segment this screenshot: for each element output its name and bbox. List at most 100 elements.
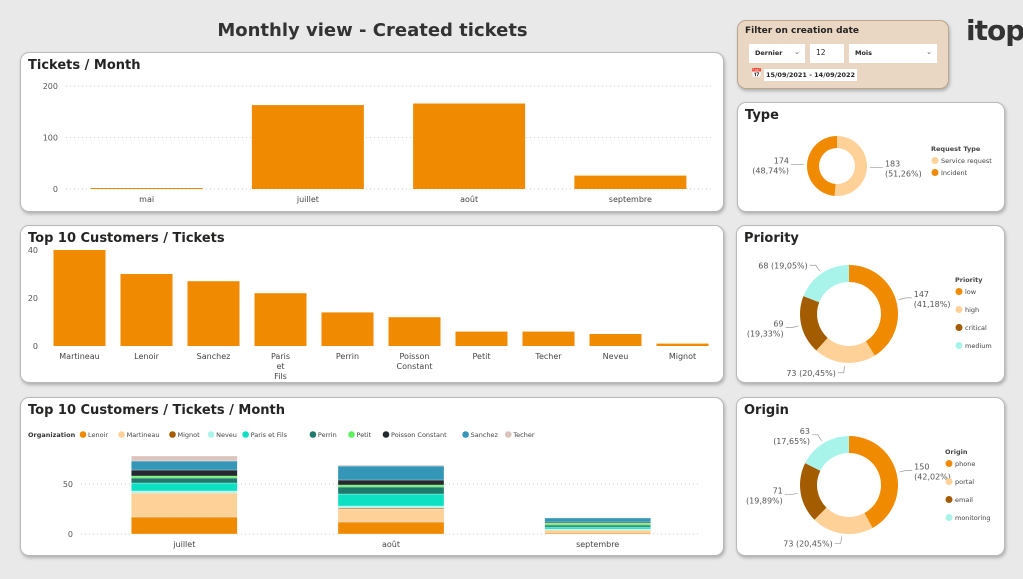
tickets-month-panel: Tickets / Month 0 100 200 mai juillet août sept… [20, 52, 724, 212]
x-tick-label: Sanchez [197, 352, 231, 361]
bar-segment-sanchez [544, 517, 651, 523]
x-tick-label: août [382, 540, 400, 549]
legend-marker [242, 431, 249, 438]
data-label: 69 [773, 320, 783, 329]
x-tick-label: juillet [296, 195, 319, 204]
leader-line [811, 434, 822, 441]
x-tick-label: septembre [576, 540, 619, 549]
bar-segment-poisson-constant [337, 479, 445, 486]
bar-segment-poisson-constant [544, 521, 651, 524]
bar-martineau [53, 250, 106, 346]
bar-segment-neveu [544, 528, 651, 531]
tickets-month-chart: 0 100 200 mai juillet août septembre [43, 82, 711, 204]
calendar-icon[interactable]: 📅 [751, 69, 763, 79]
legend-marker [945, 460, 953, 467]
bar-segment-petit [544, 522, 651, 526]
bar-juillet [251, 105, 364, 189]
slice-email [800, 463, 827, 520]
type-chart: 183(51,26%) 174(48,74%) Request Type Servic… [752, 136, 992, 196]
top10-month-panel: Top 10 Customers / Tickets / Month Organi… [20, 397, 724, 556]
bar-septembre [574, 175, 687, 189]
unit-value: Mois [855, 49, 873, 57]
legend-item: Incident [941, 169, 968, 177]
data-label-pct: (51,26%) [885, 170, 922, 179]
x-tick-label: et [276, 362, 284, 371]
legend-marker [505, 431, 512, 438]
legend-item: Lenoir [88, 431, 108, 439]
legend-marker [79, 431, 87, 438]
bar-lenoir [120, 274, 173, 346]
legend-item: medium [965, 342, 992, 350]
legend-marker [955, 288, 963, 295]
leader-line [898, 297, 912, 301]
bar-segment-techer [131, 455, 238, 462]
date-range: 15/09/2021 - 14/09/2022 [764, 69, 858, 81]
slice-portal [814, 507, 873, 534]
leader-line [785, 325, 799, 328]
bar-segment-martineau [544, 529, 651, 534]
x-tick-label: Perrin [336, 352, 359, 361]
bar-segment-poisson-constant [131, 469, 238, 477]
leader-line [834, 536, 843, 544]
bar-poisson-constant [388, 317, 441, 346]
data-label: 73 (20,45%) [783, 539, 832, 548]
legend-item: high [965, 306, 979, 314]
bar-paris-et-fils [254, 293, 307, 346]
panel-title: Priority [744, 231, 799, 246]
y-tick-label: 20 [28, 294, 38, 303]
x-tick-label: août [460, 195, 478, 204]
type-panel: Type 183 (51,26%) 174 (48,74%) Request Type Se… [737, 102, 1005, 212]
legend-item: portal [955, 478, 974, 486]
bar-segment-paris-et-fils [337, 493, 445, 507]
count-input[interactable]: 12 [810, 44, 844, 63]
legend-item: monitoring [955, 514, 990, 522]
data-label: 63 [800, 427, 810, 436]
x-tick-label: Lenoir [134, 352, 159, 361]
data-label: 73 (20,45%) [786, 369, 835, 378]
bar-segment-paris-et-fils [131, 482, 238, 492]
data-label-pct: (42,02%) [914, 472, 951, 481]
slice-low [849, 265, 898, 356]
legend-marker [207, 431, 215, 438]
bar-segment-lenoir [337, 521, 445, 535]
y-tick-label: 50 [63, 480, 73, 489]
bar-segment-paris-et-fils [544, 526, 651, 530]
legend-marker [945, 514, 953, 521]
legend-marker [955, 342, 963, 349]
x-tick-label: Neveu [603, 352, 629, 361]
legend-marker [309, 431, 317, 438]
legend-item: Paris et Fils [251, 431, 288, 439]
panel-title: Tickets / Month [28, 58, 141, 73]
priority-chart: 147(41,18%) 73 (20,45%) 69(19,33%) 68 (19,0… [747, 261, 992, 378]
legend-item: Neveu [216, 431, 237, 439]
legend-marker [955, 324, 963, 331]
legend-item: phone [955, 460, 975, 468]
bar-segment-lenoir [544, 532, 651, 535]
data-label-pct: (19,33%) [747, 330, 784, 339]
panel-title: Top 10 Customers / Tickets [28, 231, 225, 246]
legend-title: Request Type [931, 145, 981, 153]
bar-segment-sanchez [131, 460, 238, 471]
data-label: 147 [914, 290, 929, 299]
relative-value: Dernier [755, 49, 783, 57]
bar-techer [522, 331, 575, 346]
x-tick-label: Paris [271, 352, 290, 361]
unit-dropdown[interactable]: Mois ⌄ [849, 44, 937, 63]
bar-segment-perrin [544, 524, 651, 528]
relative-dropdown[interactable]: Dernier ⌄ [749, 44, 805, 63]
legend-item: Mignot [178, 431, 201, 439]
legend-marker [945, 496, 953, 503]
panel-title: Top 10 Customers / Tickets / Month [28, 403, 285, 418]
data-label: 174 [774, 156, 789, 165]
bar-perrin [321, 312, 374, 346]
legend-marker [118, 431, 125, 438]
itop-logo: itop. [966, 14, 1023, 47]
legend-marker [169, 431, 176, 438]
leader-line [784, 493, 798, 495]
bar-petit [455, 331, 508, 346]
slice-critical [800, 296, 828, 351]
bar-segment-martineau [131, 492, 238, 518]
bar-segment-techer [337, 464, 445, 467]
y-tick-label: 100 [43, 134, 58, 143]
